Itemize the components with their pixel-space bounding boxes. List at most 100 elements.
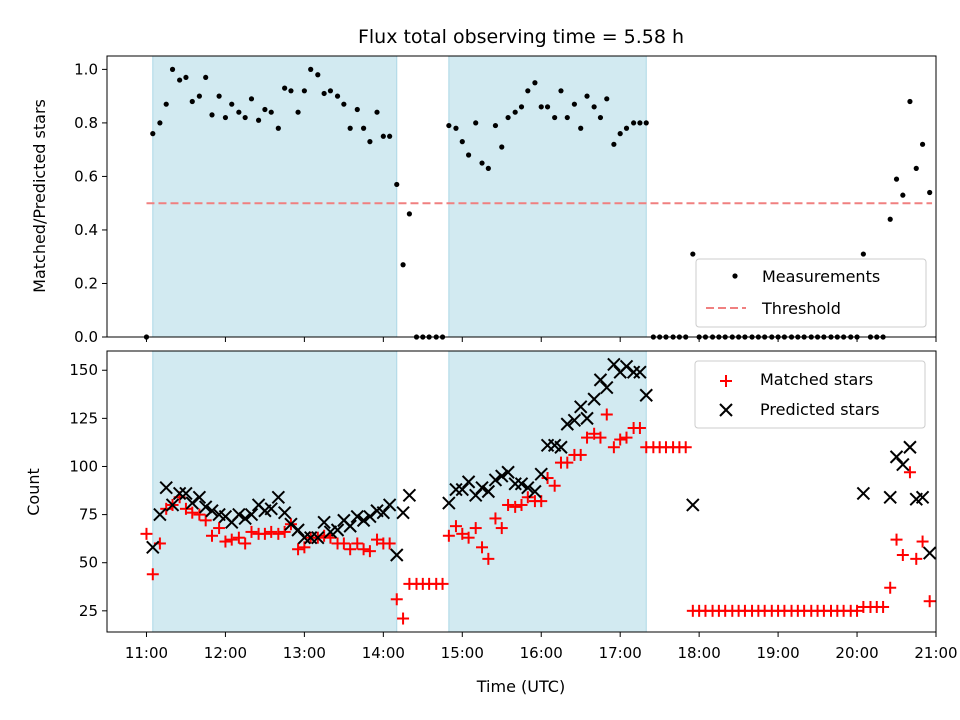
matched-star-point <box>179 502 192 515</box>
matched-star-point <box>521 491 534 504</box>
measurement-point <box>927 189 933 196</box>
matched-star-point <box>436 577 449 590</box>
observing-window-2 <box>448 55 647 338</box>
predicted-star-point <box>146 540 160 555</box>
x-tick-label: 12:00 <box>204 644 247 662</box>
predicted-star-point <box>402 488 417 503</box>
measurement-point <box>295 109 301 115</box>
predicted-star-point <box>896 457 910 472</box>
measurement-point <box>367 139 373 145</box>
matched-star-point <box>371 533 384 546</box>
predicted-star-point <box>198 500 213 514</box>
predicted-star-point <box>153 507 167 522</box>
predicted-star-point <box>580 411 594 426</box>
measurement-point <box>860 251 866 257</box>
predicted-star-point <box>205 504 219 518</box>
predicted-star-point <box>244 507 259 522</box>
measurement-point <box>255 117 262 123</box>
top-legend-box <box>695 258 927 328</box>
predicted-star-point <box>501 465 515 479</box>
measurement-point <box>499 144 505 150</box>
measurement-point <box>301 88 307 94</box>
bottom-axes: 25 50 75 100 125 150 11:00 12:00 13:00 14:00 15:0… <box>24 350 958 696</box>
matched-star-point <box>588 427 601 440</box>
y-tick-label: 0.0 <box>74 328 98 346</box>
x-tick-label: 21:00 <box>914 644 957 662</box>
measurement-point <box>380 133 386 139</box>
matched-star-point <box>489 512 502 525</box>
predicted-star-point <box>922 546 937 560</box>
measurement-point <box>157 120 163 126</box>
measurement-point <box>505 114 511 121</box>
matched-star-point <box>449 520 462 533</box>
predicted-star-point <box>232 507 246 522</box>
matched-star-point <box>469 522 482 535</box>
matched-stars-points <box>140 408 936 625</box>
predicted-star-point <box>350 509 364 524</box>
matched-star-point <box>193 508 206 521</box>
measurement-point <box>564 114 570 121</box>
matched-star-point <box>581 431 594 444</box>
measurement-point <box>203 74 209 81</box>
measurement-point <box>222 114 229 121</box>
measurement-point <box>315 72 321 78</box>
measurement-point <box>631 120 637 126</box>
y-tick-label: 125 <box>69 409 98 427</box>
measurement-point <box>321 90 327 97</box>
measurement-point <box>913 165 919 171</box>
predicted-star-point <box>508 477 522 491</box>
matched-star-point <box>397 612 410 625</box>
measurement-point <box>578 125 584 131</box>
matched-star-point <box>574 448 587 461</box>
measurement-point <box>196 93 202 99</box>
measurement-point <box>907 98 913 105</box>
predicted-star-point <box>317 515 331 530</box>
predicted-star-point <box>442 496 456 510</box>
x-tick-label: 19:00 <box>756 644 799 662</box>
matched-star-point <box>213 522 226 535</box>
measurement-point <box>406 211 412 217</box>
matched-star-point <box>258 527 271 540</box>
measurement-point <box>360 125 367 131</box>
matched-star-point <box>679 441 692 454</box>
bottom-legend-box <box>694 360 926 429</box>
predicted-star-point <box>297 530 312 545</box>
measurement-point <box>341 101 347 107</box>
matched-star-point <box>910 552 923 565</box>
predicted-star-point <box>600 380 614 395</box>
x-tick-label: 17:00 <box>599 644 642 662</box>
y-tick-label: 150 <box>69 361 98 379</box>
matched-star-point <box>390 593 403 606</box>
top-y-ticks: 0.0 0.2 0.4 0.6 0.8 1.0 <box>74 60 107 346</box>
measurement-point <box>900 192 906 198</box>
measurement-point <box>229 101 235 107</box>
matched-star-point <box>890 533 903 546</box>
top-axes-frame <box>106 55 937 338</box>
predicted-star-point <box>330 523 345 537</box>
measurement-point <box>334 93 341 99</box>
predicted-star-point <box>165 498 180 512</box>
matched-star-point <box>324 531 337 544</box>
top-observing-windows <box>152 55 647 338</box>
y-tick-label: 1.0 <box>74 60 98 78</box>
bottom-axes-frame <box>106 350 937 633</box>
legend-matched-label: Matched stars <box>760 370 873 389</box>
predicted-star-point <box>903 440 917 454</box>
x-tick-label: 14:00 <box>362 644 405 662</box>
matched-star-point <box>337 537 350 550</box>
measurement-point <box>525 88 531 94</box>
predicted-star-point <box>481 484 496 499</box>
matched-star-point <box>515 498 528 511</box>
matched-star-point <box>614 433 627 446</box>
predicted-star-point <box>238 511 252 526</box>
matched-star-point <box>495 522 508 535</box>
matched-star-point <box>140 527 153 540</box>
measurement-point <box>169 66 176 72</box>
matched-star-point <box>278 525 291 538</box>
predicted-star-point <box>396 505 410 520</box>
legend-predicted-marker <box>719 403 733 417</box>
measurement-point <box>485 165 491 171</box>
x-tick-label: 11:00 <box>125 644 168 662</box>
y-tick-label: 0.4 <box>74 221 98 239</box>
